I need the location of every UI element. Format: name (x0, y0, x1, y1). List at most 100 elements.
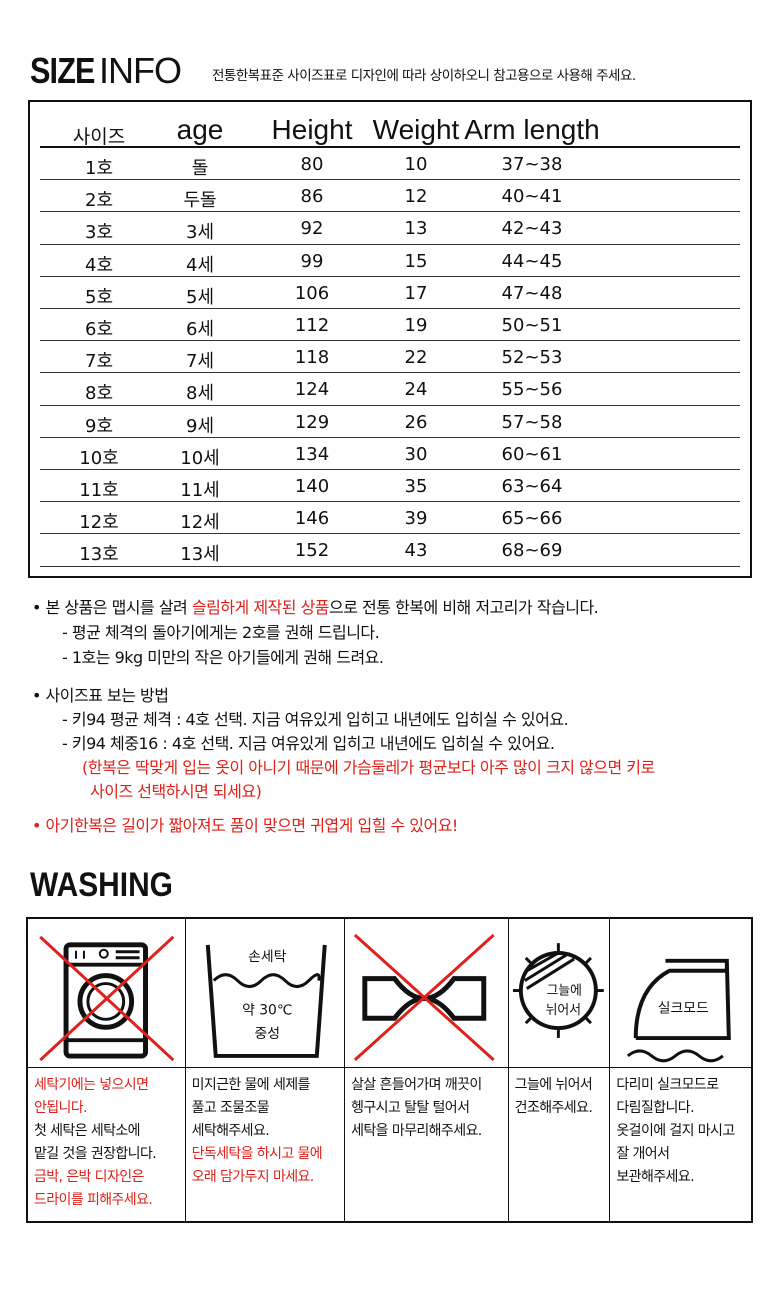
note-2-sub-1: - 키94 평균 체격 : 4호 선택. 지금 여유있게 입히고 내년에도 입히… (62, 710, 569, 729)
cell-arm-length: 55~56 (501, 379, 563, 401)
cell-arm-length: 68~69 (501, 540, 563, 562)
cell-arm-length: 57~58 (501, 411, 563, 433)
cell-height: 86 (300, 186, 324, 208)
cell-age: 4세 (185, 254, 215, 276)
no-wring-icon (345, 919, 508, 1068)
cell-arm-length: 50~51 (501, 315, 563, 336)
cell-weight: 30 (404, 443, 428, 465)
instruction-line: 미지근한 물에 세제를 (191, 1077, 311, 1093)
washing-column: 그늘에 뉘어서 그늘에 뉘어서 건조해주세요. (508, 919, 611, 1221)
instruction-line: 풀고 조물조물 (191, 1100, 270, 1116)
table-row: 5호 5세 106 17 47~48 (40, 277, 740, 309)
note-1-sub-2: - 1호는 9kg 미만의 작은 아기들에게 권해 드려요. (62, 648, 384, 667)
subtitle: 전통한복표준 사이즈표로 디자인에 따라 상이하오니 참고용으로 사용해 주세요… (212, 68, 636, 84)
instruction-line: 안됩니다. (34, 1100, 88, 1116)
cell-age: 6세 (185, 319, 215, 340)
cell-size: 11호 (79, 480, 119, 501)
table-row: 3호 3세 92 13 42~43 (40, 212, 740, 245)
table-row: 6호 6세 112 19 50~51 (40, 309, 740, 342)
note-2-sub-2: - 키94 체중16 : 4호 선택. 지금 여유있게 입히고 내년에도 입히실… (62, 734, 555, 753)
cell-height: 146 (294, 508, 330, 530)
cell-weight: 35 (404, 476, 428, 497)
cell-age: 8세 (185, 383, 215, 405)
cell-age: 13세 (180, 544, 220, 566)
cell-size: 2호 (84, 190, 114, 212)
cell-height: 106 (294, 282, 330, 304)
table-row: 10호 10세 134 30 60~61 (40, 438, 740, 470)
svg-text:실크모드: 실크모드 (658, 1000, 709, 1016)
instruction-line: 잘 개어서 (616, 1146, 670, 1162)
cell-size: 3호 (84, 222, 114, 244)
instruction-line: 다림질합니다. (616, 1100, 694, 1116)
no-machine-wash-icon (28, 919, 185, 1068)
washing-title: WASHING (30, 866, 173, 904)
cell-weight: 15 (404, 250, 428, 272)
instruction-line: 헹구시고 탈탈 털어서 (351, 1100, 470, 1116)
cell-height: 140 (294, 476, 330, 497)
cell-arm-length: 65~66 (501, 508, 563, 530)
cell-age: 5세 (185, 286, 215, 308)
cell-height: 134 (294, 443, 330, 465)
svg-text:중성: 중성 (254, 1026, 280, 1042)
cell-arm-length: 37~38 (501, 154, 563, 175)
cell-size: 8호 (84, 383, 114, 405)
cell-age: 돌 (191, 158, 209, 179)
cell-weight: 13 (404, 218, 428, 240)
cell-weight: 12 (404, 186, 428, 208)
instruction-line: 금박, 은박 디자인은 (34, 1169, 144, 1185)
cell-height: 80 (300, 154, 324, 175)
note-1: • 본 상품은 맵시를 살려 슬림하게 제작된 상품으로 전통 한복에 비해 저… (32, 594, 599, 618)
cell-arm-length: 44~45 (501, 250, 563, 272)
note-3: • 아기한복은 길이가 짧아져도 품이 맞으면 귀엽게 입힐 수 있어요! (32, 816, 458, 835)
washing-instructions: 그늘에 뉘어서 건조해주세요. (509, 1068, 610, 1120)
title-bold: SIZE (30, 50, 95, 91)
column-header-height: Height (271, 114, 353, 145)
cell-arm-length: 63~64 (501, 476, 563, 497)
instruction-line: 건조해주세요. (514, 1100, 593, 1116)
column-header-age: age (176, 114, 224, 145)
instruction-line: 다리미 실크모드로 (616, 1077, 719, 1093)
cell-weight: 39 (404, 508, 428, 530)
table-row: 7호 7세 118 22 52~53 (40, 341, 740, 374)
column-header-arm-length: Arm length (464, 114, 600, 145)
column-header-weight: Weight (372, 114, 460, 145)
cell-weight: 24 (404, 379, 428, 401)
table-row: 8호 8세 124 24 55~56 (40, 373, 740, 406)
instruction-line: 보관해주세요. (616, 1169, 694, 1185)
cell-size: 12호 (79, 512, 119, 534)
instruction-line: 첫 세탁은 세탁소에 (34, 1123, 141, 1139)
instruction-line: 단독세탁을 하시고 물에 (191, 1146, 323, 1162)
cell-size: 9호 (84, 415, 114, 437)
instruction-line: 드라이를 피해주세요. (34, 1192, 153, 1208)
shade-dry-flat-icon: 그늘에 뉘어서 (508, 919, 610, 1068)
cell-arm-length: 40~41 (501, 186, 563, 208)
cell-arm-length: 47~48 (501, 282, 563, 304)
cell-height: 92 (300, 218, 324, 240)
svg-text:뉘어서: 뉘어서 (545, 1003, 580, 1018)
instruction-line: 오래 담가두지 마세요. (191, 1169, 315, 1185)
instruction-line: 세탁기에는 넣으시면 (34, 1077, 149, 1093)
instruction-line: 맡길 것을 권장합니다. (34, 1146, 157, 1162)
cell-arm-length: 42~43 (501, 218, 563, 240)
cell-size: 13호 (79, 544, 119, 566)
table-row: 9호 9세 129 26 57~58 (40, 406, 740, 438)
instruction-line: 세탁해주세요. (191, 1123, 270, 1139)
cell-height: 118 (294, 347, 330, 369)
table-row: 13호 13세 152 43 68~69 (40, 534, 740, 567)
hand-wash-icon: 손세탁 약 30℃ 중성 (185, 919, 345, 1068)
cell-age: 12세 (180, 512, 220, 534)
size-table: 사이즈 age Height Weight Arm length 1호 돌 80 10 37~38… (28, 100, 752, 578)
title-light: INFO (99, 50, 182, 91)
cell-age: 3세 (185, 222, 215, 244)
cell-weight: 26 (404, 411, 428, 433)
washing-column: 실크모드 다리미 실크모드로 다림질합니다. 옷걸이에 걸지 마시고 잘 개어서 보관해주… (610, 919, 751, 1221)
note-text: 으로 전통 한복에 비해 저고리가 작습니다. (329, 598, 599, 617)
cell-size: 1호 (84, 158, 114, 179)
table-row: 12호 12세 146 39 65~66 (40, 502, 740, 535)
page-title: SIZE INFO (30, 50, 182, 92)
cell-arm-length: 52~53 (501, 347, 563, 369)
